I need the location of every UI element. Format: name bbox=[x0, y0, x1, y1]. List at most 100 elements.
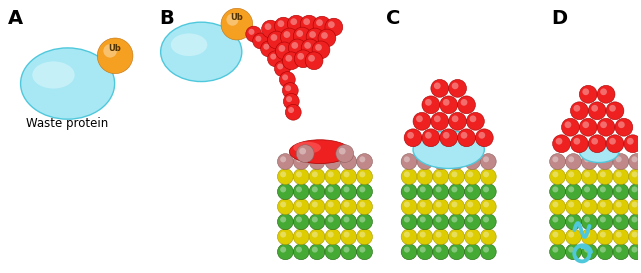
Circle shape bbox=[309, 169, 325, 185]
Circle shape bbox=[401, 214, 417, 230]
Circle shape bbox=[404, 216, 410, 222]
Circle shape bbox=[451, 186, 458, 192]
Circle shape bbox=[309, 214, 325, 230]
Circle shape bbox=[483, 232, 489, 238]
Circle shape bbox=[420, 232, 426, 238]
Circle shape bbox=[600, 186, 606, 192]
Circle shape bbox=[435, 186, 442, 192]
Circle shape bbox=[461, 99, 467, 106]
Circle shape bbox=[325, 199, 341, 215]
Circle shape bbox=[483, 216, 489, 222]
Text: A: A bbox=[8, 9, 23, 28]
Circle shape bbox=[433, 229, 449, 245]
Circle shape bbox=[600, 88, 607, 95]
Circle shape bbox=[465, 184, 480, 200]
Circle shape bbox=[627, 138, 634, 145]
Circle shape bbox=[461, 132, 467, 139]
Circle shape bbox=[356, 199, 372, 215]
Circle shape bbox=[584, 232, 590, 238]
Circle shape bbox=[629, 154, 641, 170]
Circle shape bbox=[420, 171, 426, 177]
Circle shape bbox=[417, 214, 433, 230]
Circle shape bbox=[480, 184, 496, 200]
Circle shape bbox=[581, 214, 597, 230]
Text: D: D bbox=[552, 9, 568, 28]
Circle shape bbox=[631, 201, 638, 207]
Circle shape bbox=[263, 44, 269, 50]
Circle shape bbox=[325, 184, 341, 200]
Circle shape bbox=[300, 15, 318, 33]
Circle shape bbox=[360, 216, 365, 222]
Circle shape bbox=[584, 156, 590, 162]
Circle shape bbox=[271, 34, 278, 41]
Circle shape bbox=[312, 201, 318, 207]
Circle shape bbox=[629, 229, 641, 245]
Circle shape bbox=[613, 229, 629, 245]
Circle shape bbox=[616, 247, 622, 253]
Circle shape bbox=[433, 184, 449, 200]
Circle shape bbox=[483, 186, 489, 192]
Circle shape bbox=[631, 247, 638, 253]
Circle shape bbox=[616, 186, 622, 192]
Circle shape bbox=[435, 171, 442, 177]
Circle shape bbox=[221, 8, 253, 40]
Circle shape bbox=[288, 39, 306, 57]
Circle shape bbox=[344, 186, 349, 192]
Circle shape bbox=[417, 229, 433, 245]
Circle shape bbox=[417, 199, 433, 215]
Circle shape bbox=[285, 85, 291, 91]
Circle shape bbox=[422, 129, 440, 147]
Circle shape bbox=[568, 186, 574, 192]
Circle shape bbox=[296, 201, 302, 207]
Circle shape bbox=[631, 216, 638, 222]
Circle shape bbox=[451, 232, 458, 238]
Circle shape bbox=[309, 184, 325, 200]
Circle shape bbox=[226, 14, 238, 26]
Circle shape bbox=[278, 169, 294, 185]
Circle shape bbox=[283, 93, 299, 109]
Circle shape bbox=[549, 154, 565, 170]
Circle shape bbox=[553, 216, 558, 222]
Circle shape bbox=[294, 184, 309, 200]
Circle shape bbox=[360, 171, 365, 177]
Circle shape bbox=[255, 36, 262, 42]
Circle shape bbox=[413, 112, 431, 130]
Circle shape bbox=[316, 19, 323, 26]
Circle shape bbox=[420, 201, 426, 207]
Circle shape bbox=[290, 18, 297, 25]
Circle shape bbox=[292, 42, 298, 49]
Circle shape bbox=[467, 216, 473, 222]
Circle shape bbox=[328, 156, 334, 162]
Circle shape bbox=[309, 31, 316, 38]
Circle shape bbox=[301, 39, 319, 57]
Circle shape bbox=[469, 115, 476, 122]
Text: Ub: Ub bbox=[231, 13, 243, 22]
Circle shape bbox=[401, 199, 417, 215]
Circle shape bbox=[278, 154, 294, 170]
Circle shape bbox=[356, 184, 372, 200]
Circle shape bbox=[591, 105, 598, 112]
Circle shape bbox=[280, 247, 286, 253]
Circle shape bbox=[416, 115, 423, 122]
Circle shape bbox=[568, 247, 574, 253]
Circle shape bbox=[467, 112, 485, 130]
Circle shape bbox=[431, 79, 449, 97]
Circle shape bbox=[280, 28, 298, 46]
Circle shape bbox=[249, 29, 254, 35]
Circle shape bbox=[328, 216, 334, 222]
Circle shape bbox=[278, 214, 294, 230]
Circle shape bbox=[584, 201, 590, 207]
Circle shape bbox=[549, 244, 565, 260]
Circle shape bbox=[600, 232, 606, 238]
Circle shape bbox=[465, 214, 480, 230]
Circle shape bbox=[465, 154, 480, 170]
Circle shape bbox=[579, 118, 597, 136]
Circle shape bbox=[315, 44, 322, 51]
Circle shape bbox=[588, 102, 606, 120]
Circle shape bbox=[574, 105, 580, 112]
Circle shape bbox=[467, 201, 473, 207]
Circle shape bbox=[483, 156, 489, 162]
Circle shape bbox=[97, 38, 133, 74]
Circle shape bbox=[356, 169, 372, 185]
Circle shape bbox=[597, 199, 613, 215]
